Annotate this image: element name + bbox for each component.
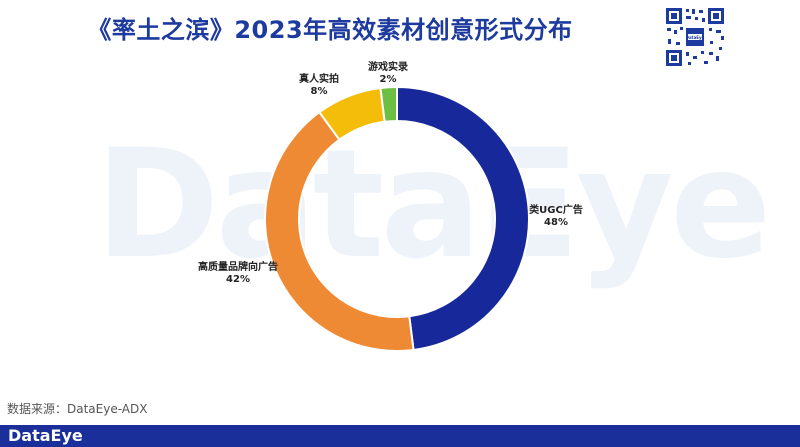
slice-live-action-name-label: 真人实拍 — [299, 72, 339, 85]
slice-gameplay-value-label: 2% — [380, 74, 397, 85]
donut-slices — [264, 85, 530, 352]
qr-code-icon: DataEye — [664, 6, 726, 68]
slice-brand-value-label: 42% — [226, 274, 250, 285]
watermark: DataEye — [95, 118, 772, 292]
slice-brand-name-label: 高质量品牌向广告 — [198, 260, 278, 273]
slice-ugc-value-label: 48% — [544, 217, 568, 228]
chart-title: 《率土之滨》2023年高效素材创意形式分布 — [87, 16, 573, 44]
slice-ugc-name-label: 类UGC广告 — [529, 203, 583, 216]
footer-bar: DataEye — [0, 425, 800, 447]
slice-brand — [264, 110, 415, 352]
footer-logo: DataEye — [8, 426, 83, 445]
svg-text:DataEye: DataEye — [686, 35, 705, 40]
slice-gameplay-name-label: 游戏实录 — [368, 60, 408, 73]
data-source: 数据来源：DataEye-ADX — [7, 402, 148, 416]
slice-live-action-value-label: 8% — [311, 86, 328, 97]
slice-ugc — [396, 85, 530, 352]
slice-gameplay — [379, 85, 398, 123]
